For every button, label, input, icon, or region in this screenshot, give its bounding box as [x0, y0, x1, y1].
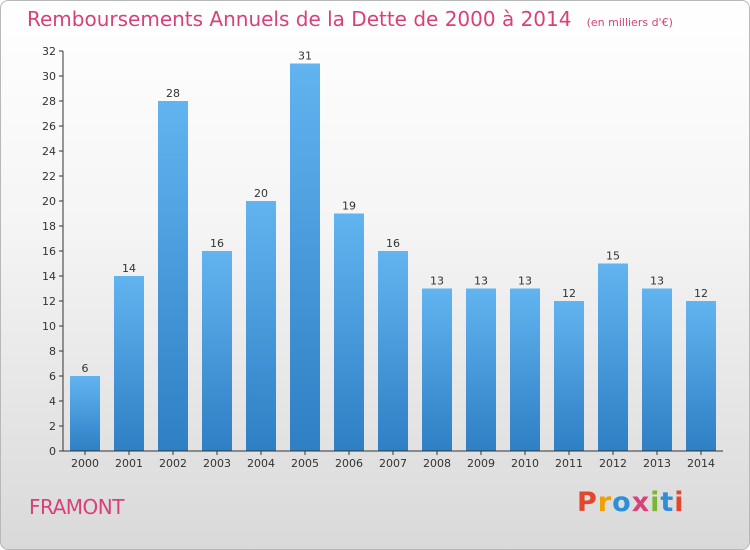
data-label-2006: 19 [342, 200, 356, 213]
bar-2004 [246, 201, 276, 451]
data-label-2008: 13 [430, 275, 444, 288]
data-label-2005: 31 [298, 50, 312, 63]
commune-label: FRAMONT [29, 495, 124, 519]
bar-2008 [422, 288, 452, 451]
logo-letter: P [577, 487, 598, 518]
x-tick-label-2005: 2005 [291, 457, 319, 470]
y-tick-label: 10 [42, 320, 56, 333]
y-tick-label: 12 [42, 295, 56, 308]
chart-title: Remboursements Annuels de la Dette de 20… [27, 7, 673, 31]
bar-2011 [554, 301, 584, 451]
bar-2009 [466, 288, 496, 451]
logo-letter: t [660, 487, 675, 518]
x-tick-label-2009: 2009 [467, 457, 495, 470]
chart-title-text: Remboursements Annuels de la Dette de 20… [27, 7, 572, 31]
x-tick-label-2002: 2002 [159, 457, 187, 470]
x-tick-label-2012: 2012 [599, 457, 627, 470]
chart-unit-label: (en milliers d'€) [586, 16, 673, 29]
data-label-2004: 20 [254, 187, 268, 200]
bar-2006 [334, 213, 364, 451]
y-tick-label: 24 [42, 145, 56, 158]
logo-letter: i [650, 487, 661, 518]
x-tick-label-2014: 2014 [687, 457, 715, 470]
logo-letter: o [612, 487, 632, 518]
data-label-2000: 6 [82, 362, 89, 375]
data-label-2001: 14 [122, 262, 136, 275]
bar-2012 [598, 263, 628, 451]
x-tick-label-2003: 2003 [203, 457, 231, 470]
bar-2002 [158, 101, 188, 451]
y-tick-label: 14 [42, 270, 56, 283]
x-tick-label-2000: 2000 [71, 457, 99, 470]
bar-2007 [378, 251, 408, 451]
bar-2003 [202, 251, 232, 451]
y-tick-label: 28 [42, 95, 56, 108]
y-tick-label: 0 [49, 445, 56, 458]
y-tick-label: 26 [42, 120, 56, 133]
data-label-2013: 13 [650, 275, 664, 288]
logo-letter: r [597, 487, 613, 518]
y-tick-label: 4 [49, 395, 56, 408]
y-tick-label: 18 [42, 220, 56, 233]
bar-2005 [290, 63, 320, 451]
x-tick-label-2008: 2008 [423, 457, 451, 470]
y-tick-label: 20 [42, 195, 56, 208]
bar-2010 [510, 288, 540, 451]
x-tick-label-2011: 2011 [555, 457, 583, 470]
y-tick-label: 16 [42, 245, 56, 258]
y-tick-label: 32 [42, 45, 56, 58]
data-label-2009: 13 [474, 275, 488, 288]
logo-letter: i [674, 487, 685, 518]
data-label-2010: 13 [518, 275, 532, 288]
logo-letter: x [631, 487, 651, 518]
y-tick-label: 8 [49, 345, 56, 358]
x-tick-label-2010: 2010 [511, 457, 539, 470]
data-label-2002: 28 [166, 87, 180, 100]
y-tick-label: 6 [49, 370, 56, 383]
data-label-2003: 16 [210, 237, 224, 250]
data-label-2014: 12 [694, 287, 708, 300]
bar-2001 [114, 276, 144, 451]
bar-2014 [686, 301, 716, 451]
y-tick-label: 22 [42, 170, 56, 183]
x-tick-label-2006: 2006 [335, 457, 363, 470]
data-label-2011: 12 [562, 287, 576, 300]
y-tick-label: 30 [42, 70, 56, 83]
data-label-2007: 16 [386, 237, 400, 250]
x-tick-label-2004: 2004 [247, 457, 275, 470]
x-tick-label-2013: 2013 [643, 457, 671, 470]
x-tick-label-2007: 2007 [379, 457, 407, 470]
data-label-2012: 15 [606, 250, 620, 263]
bar-2000 [70, 376, 100, 451]
proxiti-logo[interactable]: Proxiti [577, 487, 685, 518]
bar-2013 [642, 288, 672, 451]
y-tick-label: 2 [49, 420, 56, 433]
x-tick-label-2001: 2001 [115, 457, 143, 470]
